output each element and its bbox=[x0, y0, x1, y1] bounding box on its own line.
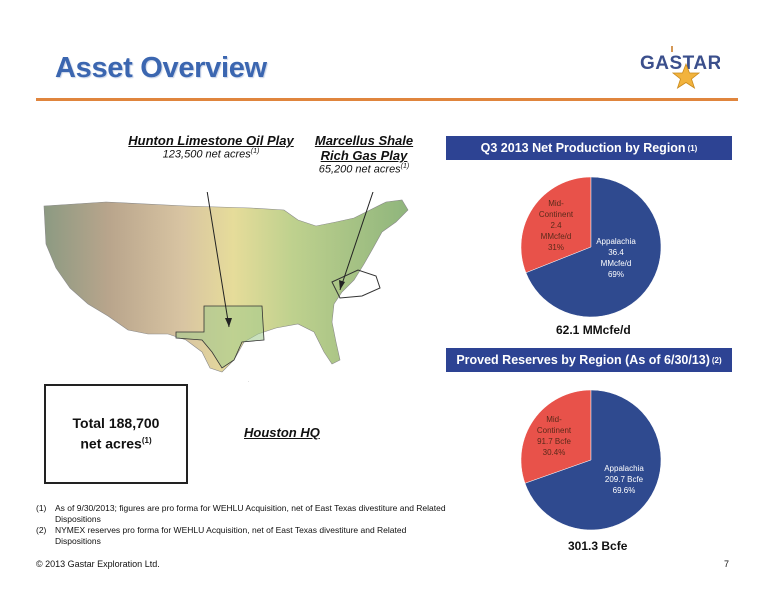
footnote-1-num: (1) bbox=[36, 503, 47, 513]
production-mid-line-5: 31% bbox=[548, 243, 564, 252]
reserves-header-text: Proved Reserves by Region (As of 6/30/13… bbox=[456, 353, 710, 367]
us-landmass bbox=[43, 199, 409, 373]
hunton-callout: Hunton Limestone Oil Play 123,500 net ac… bbox=[116, 133, 306, 161]
production-header-note: (1) bbox=[687, 143, 698, 153]
hunton-title: Hunton Limestone Oil Play bbox=[128, 133, 294, 148]
production-mid-line-4: MMcfe/d bbox=[541, 232, 572, 241]
reserves-mid-label: Mid- Continent 91.7 Bcfe 30.4% bbox=[537, 415, 572, 457]
total-acres-box: Total 188,700 net acres(1) bbox=[44, 384, 188, 484]
reserves-pie bbox=[520, 389, 662, 531]
marcellus-title-1: Marcellus Shale bbox=[314, 133, 414, 148]
reserves-header: Proved Reserves by Region (As of 6/30/13… bbox=[446, 348, 732, 372]
reserves-pie-chart: Mid- Continent 91.7 Bcfe 30.4% Appalachia 20… bbox=[520, 389, 662, 531]
copyright: © 2013 Gastar Exploration Ltd. bbox=[36, 559, 160, 569]
production-app-line-2: 36.4 bbox=[608, 248, 624, 257]
production-mid-label: Mid- Continent 2.4 MMcfe/d 31% bbox=[539, 199, 574, 252]
production-pie bbox=[520, 176, 662, 318]
production-app-label: Appalachia 36.4 MMcfe/d 69% bbox=[596, 237, 636, 279]
total-line-1: Total 188,700 bbox=[72, 415, 160, 432]
production-mid-line-2: Continent bbox=[539, 210, 574, 219]
hunton-acres: 123,500 net acres bbox=[162, 148, 251, 161]
footnote-2-text: NYMEX reserves pro forma for WEHLU Acqui… bbox=[55, 525, 407, 546]
reserves-slice-appalachia bbox=[524, 389, 662, 531]
page-number: 7 bbox=[724, 559, 730, 569]
marcellus-acres: 65,200 net acres bbox=[318, 163, 401, 176]
reserves-mid-line-1: Mid- bbox=[546, 415, 562, 424]
production-pie-chart: Mid- Continent 2.4 MMcfe/d 31% Appalachia 36.… bbox=[520, 176, 662, 318]
footnote-1: (1) As of 9/30/2013; figures are pro form… bbox=[36, 503, 456, 525]
footnote-1-text: As of 9/30/2013; figures are pro forma f… bbox=[55, 503, 446, 524]
reserves-mid-line-3: 91.7 Bcfe bbox=[537, 437, 571, 446]
production-total: 62.1 MMcfe/d bbox=[556, 323, 631, 337]
reserves-app-label: Appalachia 209.7 Bcfe 69.6% bbox=[604, 464, 644, 495]
appalachia-region bbox=[331, 269, 381, 299]
oklahoma-region bbox=[175, 305, 265, 369]
reserves-mid-line-4: 30.4% bbox=[543, 448, 566, 457]
footnote-2-num: (2) bbox=[36, 525, 47, 535]
title-divider bbox=[36, 98, 738, 101]
reserves-mid-line-2: Continent bbox=[537, 426, 572, 435]
logo-text: GASTAR bbox=[640, 53, 720, 74]
total-note: (1) bbox=[141, 436, 152, 446]
reserves-app-line-3: 69.6% bbox=[613, 486, 636, 495]
gastar-logo: GASTAR bbox=[640, 42, 721, 92]
production-app-line-3: MMcfe/d bbox=[601, 259, 632, 268]
page-title: Asset Overview bbox=[55, 52, 267, 84]
production-slice-mid-continent bbox=[520, 176, 592, 274]
production-mid-line-1: Mid- bbox=[548, 199, 564, 208]
reserves-app-line-2: 209.7 Bcfe bbox=[605, 475, 644, 484]
production-slice-appalachia bbox=[525, 176, 662, 318]
marcellus-note: (1) bbox=[400, 163, 410, 170]
reserves-total: 301.3 Bcfe bbox=[568, 539, 628, 553]
footnote-2: (2) NYMEX reserves pro forma for WEHLU Ac… bbox=[36, 525, 456, 547]
reserves-app-line-1: Appalachia bbox=[604, 464, 644, 473]
production-app-line-4: 69% bbox=[608, 270, 624, 279]
reserves-header-note: (2) bbox=[711, 355, 722, 365]
marcellus-callout: Marcellus Shale Rich Gas Play 65,200 net… bbox=[300, 133, 428, 176]
total-line-2: net acres bbox=[80, 435, 142, 452]
us-map bbox=[36, 171, 418, 425]
production-app-line-1: Appalachia bbox=[596, 237, 636, 246]
production-header-text: Q3 2013 Net Production by Region bbox=[480, 141, 686, 155]
production-mid-line-3: 2.4 bbox=[550, 221, 562, 230]
marcellus-title-2: Rich Gas Play bbox=[320, 148, 408, 163]
houston-hq-label: Houston HQ bbox=[244, 425, 320, 440]
hunton-note: (1) bbox=[250, 148, 260, 155]
production-header: Q3 2013 Net Production by Region (1) bbox=[446, 136, 732, 160]
star-icon bbox=[671, 62, 701, 89]
reserves-slice-mid-continent bbox=[520, 389, 592, 484]
